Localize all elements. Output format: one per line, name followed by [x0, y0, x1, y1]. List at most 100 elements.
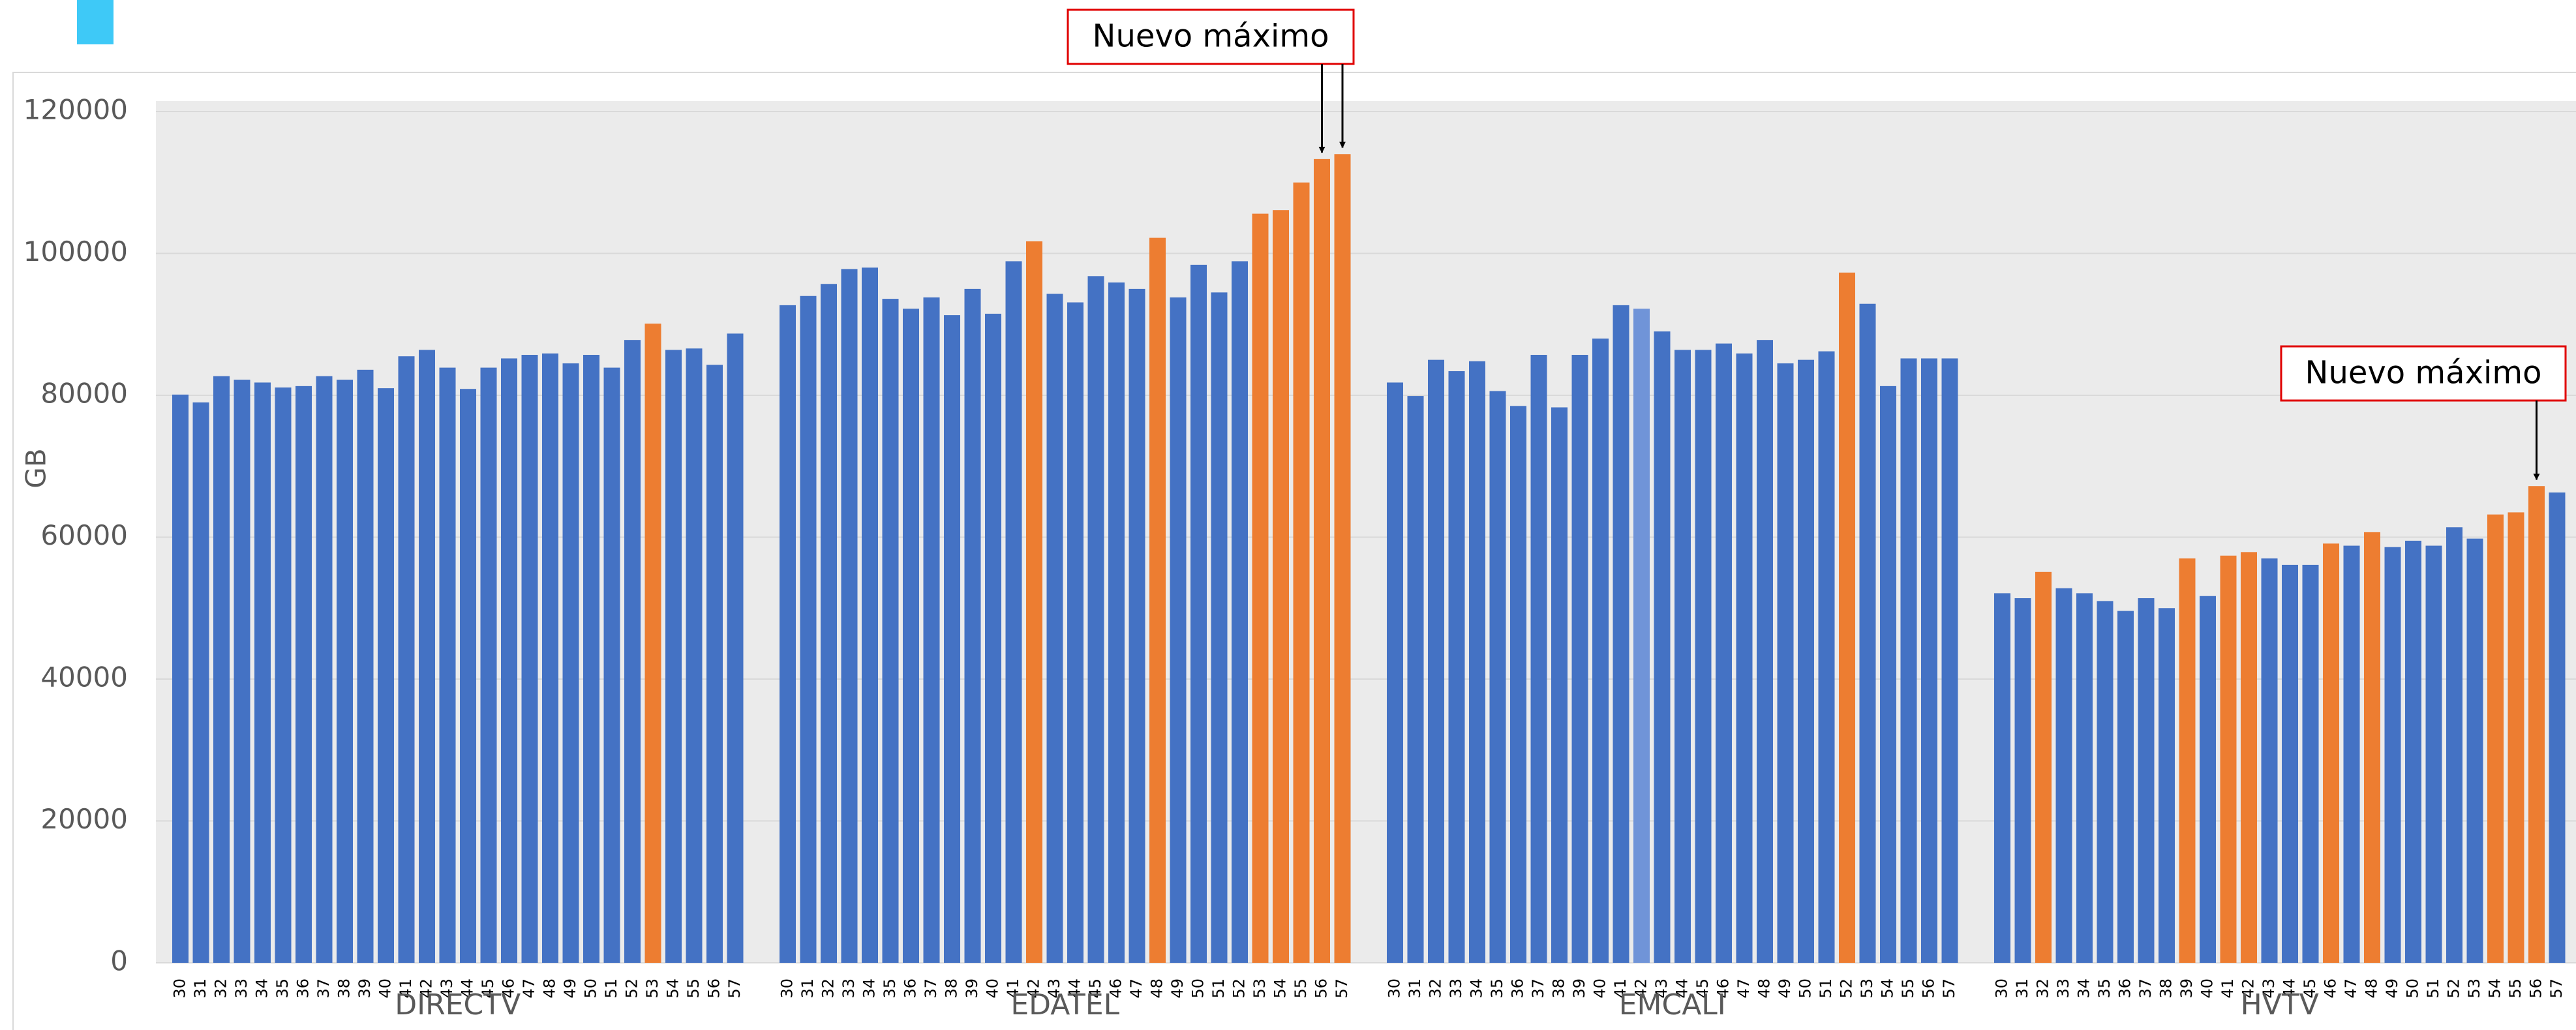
x-tick-label: 33 [232, 978, 250, 999]
bar [2035, 571, 2052, 963]
x-tick-label: 41 [1004, 978, 1022, 999]
annotation-box [2280, 345, 2567, 402]
bar [316, 376, 333, 963]
x-tick-label: 38 [2157, 978, 2175, 999]
bar [624, 340, 641, 963]
group-label: EDATEL [1010, 988, 1119, 1022]
x-tick-label: 45 [1086, 978, 1104, 999]
bar [903, 309, 919, 963]
bar [1190, 264, 1207, 963]
bar [1428, 359, 1444, 963]
bar [2076, 593, 2093, 963]
bar [2014, 598, 2031, 963]
x-tick-label: 49 [2383, 978, 2401, 999]
x-tick-label: 47 [2342, 978, 2360, 999]
bar [1026, 241, 1042, 963]
bar [1654, 331, 1671, 963]
bar [1129, 288, 1145, 963]
y-tick-label: 0 [110, 945, 128, 977]
bar [2282, 564, 2298, 963]
x-tick-label: 47 [1735, 978, 1753, 999]
x-tick-label: 44 [1066, 978, 1084, 999]
x-tick-label: 43 [2260, 978, 2278, 999]
bar [1293, 182, 1310, 963]
x-tick-label: 36 [2116, 978, 2134, 999]
x-tick-label: 57 [1940, 978, 1958, 999]
bar [2241, 552, 2257, 963]
x-tick-label: 52 [623, 978, 641, 999]
bar [862, 267, 878, 963]
x-tick-label: 30 [778, 978, 796, 999]
group-label: HVTV [2241, 988, 2319, 1022]
bar [1387, 382, 1403, 963]
x-tick-label: 53 [1858, 978, 1876, 999]
x-tick-label: 48 [1755, 978, 1774, 999]
group-label: DIRECTV [395, 988, 521, 1022]
x-tick-label: 38 [335, 978, 354, 999]
x-tick-label: 33 [840, 978, 858, 999]
bar [1592, 339, 1609, 963]
x-tick-label: 42 [1025, 978, 1043, 999]
bar [1674, 350, 1691, 963]
bar [1900, 358, 1917, 963]
y-tick-label: 80000 [40, 378, 128, 410]
bar [192, 402, 209, 963]
bar [337, 380, 353, 963]
bar [1232, 261, 1248, 963]
bar [2384, 547, 2401, 963]
bar [1880, 386, 1896, 963]
x-tick-label: 46 [500, 978, 518, 999]
x-tick-label: 30 [171, 978, 189, 999]
bar [1736, 353, 1753, 963]
x-tick-label: 49 [1776, 978, 1794, 999]
x-tick-label: 48 [1148, 978, 1166, 999]
bar [2508, 512, 2524, 963]
x-tick-label: 31 [191, 978, 209, 999]
bar [2138, 598, 2155, 963]
bar [923, 297, 940, 963]
x-tick-label: 35 [1488, 978, 1506, 999]
bar [1839, 272, 1855, 963]
bar [1407, 396, 1424, 963]
x-tick-label: 36 [294, 978, 312, 999]
annotation-text: Nuevo máximo [2305, 355, 2542, 391]
x-tick-label: 57 [725, 978, 744, 999]
x-tick-label: 47 [520, 978, 538, 999]
x-tick-label: 33 [2054, 978, 2072, 999]
bar [727, 333, 744, 963]
x-tick-label: 41 [2219, 978, 2237, 999]
bar [1633, 309, 1650, 963]
bar [460, 389, 476, 963]
bar [2323, 543, 2339, 963]
bar [1530, 355, 1547, 963]
bar [706, 365, 723, 963]
bar [1798, 359, 1814, 963]
bar [603, 367, 620, 963]
x-tick-label: 54 [664, 978, 682, 999]
bar [2466, 538, 2483, 963]
annotation-text: Nuevo máximo [1093, 18, 1329, 55]
bar [398, 356, 415, 963]
bar [2261, 558, 2278, 963]
bar [665, 350, 682, 963]
y-tick-label: 100000 [23, 235, 128, 267]
y-tick-label: 60000 [40, 519, 128, 551]
annotation-box [1067, 8, 1355, 65]
x-tick-label: 47 [1127, 978, 1145, 999]
x-tick-label: 44 [459, 978, 477, 999]
x-tick-label: 48 [541, 978, 559, 999]
x-tick-label: 43 [438, 978, 456, 999]
x-tick-label: 34 [860, 978, 879, 999]
bar [1005, 261, 1022, 963]
bar [2302, 564, 2319, 963]
bar [800, 295, 817, 963]
x-tick-label: 41 [397, 978, 415, 999]
x-tick-label: 40 [1591, 978, 1609, 999]
x-tick-label: 40 [2198, 978, 2217, 999]
bar [2528, 486, 2545, 963]
group-label: EMCALI [1619, 988, 1726, 1022]
bar [964, 288, 981, 963]
x-tick-label: 45 [1693, 978, 1712, 999]
x-tick-label: 50 [1796, 978, 1815, 999]
